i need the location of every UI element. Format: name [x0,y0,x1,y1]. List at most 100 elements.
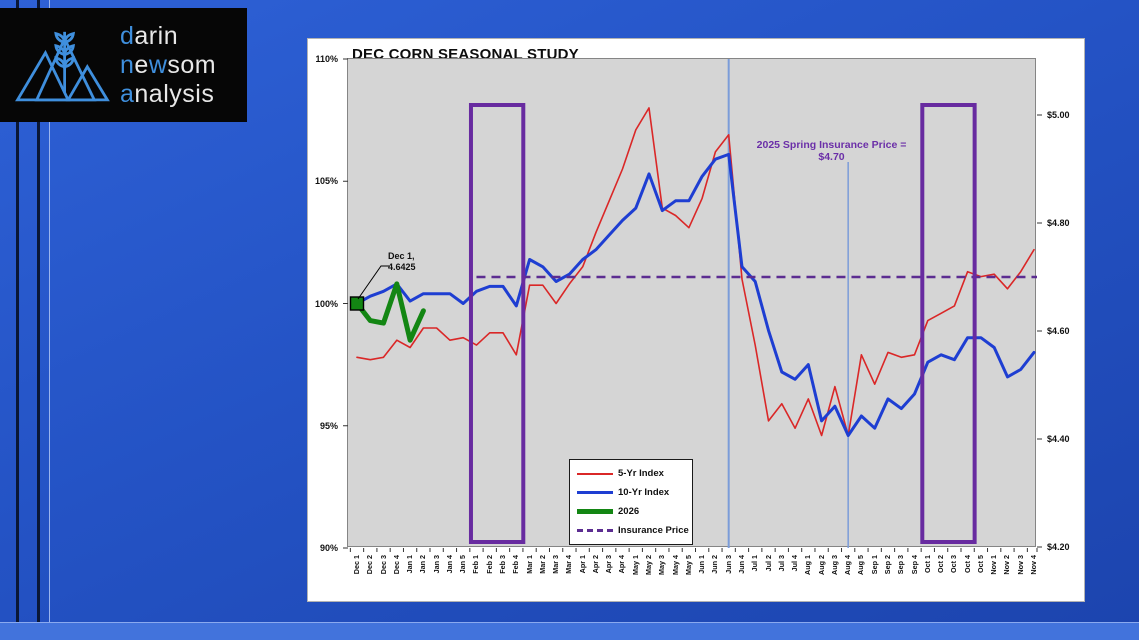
logo-text: darin newsom analysis [120,22,216,109]
x-axis-label: Jan 1 [405,555,415,574]
highlight-box-2 [920,103,977,544]
x-axis-label: Nov 3 [1015,555,1025,575]
legend-swatch [577,491,613,494]
legend-swatch [577,509,613,514]
highlight-box-1 [468,103,526,544]
x-axis-label: Apr 2 [590,555,600,574]
dec1-annotation-line2: 4.6425 [388,262,416,272]
x-axis-label: Aug 5 [856,555,866,575]
x-axis-label: May 4 [670,555,680,575]
x-axis-label: Jul 3 [776,555,786,572]
x-axis-label: Aug 2 [816,555,826,575]
chart-legend: 5-Yr Index 10-Yr Index 2026 Insurance Price [569,459,693,545]
right-axis-label: $4.40 [1047,434,1070,444]
right-axis-label: $4.80 [1047,218,1070,228]
series-line-5-yr-index [356,107,1035,437]
series-line-10-yr-index [355,152,1036,437]
x-axis-label: Jun 4 [736,555,746,574]
series-start-marker [349,296,365,311]
left-axis-label: 95% [319,420,338,431]
left-stripe-1 [16,0,19,640]
logo-text-line: analysis [120,79,215,108]
x-axis-label: Jul 1 [750,555,760,572]
x-axis-label: Dec 1 [352,555,361,575]
x-axis-label: Mar 2 [537,555,547,574]
x-axis-label: Jan 3 [431,555,441,574]
legend-item: 5-Yr Index [577,468,685,479]
x-axis-label: Sep 4 [909,555,919,575]
x-axis-label: Apr 1 [577,555,587,574]
x-axis-label: Jul 4 [790,555,800,572]
x-axis-label: Nov 4 [1029,555,1038,575]
x-axis-label: Feb 1 [471,555,481,574]
x-axis-label: Sep 2 [882,555,892,575]
x-axis-label: Jun 2 [710,555,720,574]
x-axis-label: Jun 1 [697,555,707,574]
bottom-band [0,622,1139,640]
plot-area: 2025 Spring Insurance Price = $4.70 Dec … [315,54,1070,575]
x-axis-label: Feb 3 [498,555,508,574]
x-axis-label: Mar 4 [564,555,574,574]
x-axis-label: Feb 2 [484,555,494,574]
x-axis-label: Nov 1 [989,555,999,575]
insurance-price-annotation: 2025 Spring Insurance Price = $4.70 [756,139,907,163]
x-axis-label: Apr 4 [617,555,627,574]
dec1-annotation-line1: Dec 1, [388,251,415,261]
dec1-annotation-leader [357,265,389,300]
logo-text-line: darin [120,21,179,50]
x-axis-label: Nov 2 [1002,555,1012,575]
x-axis-label: Oct 2 [936,555,946,573]
left-stripe-2 [37,0,40,640]
x-axis-label: Oct 3 [949,555,959,573]
x-axis-label: Sep 1 [869,555,879,575]
left-stripe-3 [49,0,50,640]
x-axis-label: Dec 4 [391,555,401,575]
x-axis-label: May 5 [683,555,693,575]
x-axis-label: May 2 [644,555,654,575]
x-axis-label: Jul 2 [763,555,773,572]
legend-item: 2026 [577,506,685,517]
right-axis-label: $4.60 [1047,326,1070,336]
x-axis-label: Oct 4 [962,555,972,573]
x-axis-label: Dec 2 [365,555,375,575]
x-axis-label: Jun 3 [723,555,733,574]
dec1-price-annotation: Dec 1, 4.6425 [388,251,416,273]
right-axis-label: $4.20 [1047,542,1070,552]
x-axis-label: Dec 3 [378,555,388,575]
x-axis-label: Jan 2 [418,555,428,574]
x-axis-label: Feb 4 [511,555,521,574]
x-axis-label: Apr 3 [604,555,614,574]
logo: darin newsom analysis [0,8,247,122]
logo-text-line: newsom [120,50,217,79]
x-axis-label: Sep 3 [896,555,906,575]
left-axis-label: 110% [315,54,338,64]
x-axis-label: Mar 3 [551,555,561,574]
chart-panel: DEC CORN SEASONAL STUDY 2025 Spring Insu… [307,38,1085,602]
legend-label: 5-Yr Index [618,468,664,479]
legend-item: Insurance Price [577,525,689,536]
series-line-2026 [354,281,426,343]
x-axis-label: Oct 1 [922,555,932,573]
x-axis-label: Aug 1 [803,555,813,575]
x-axis-label: Mar 1 [524,555,534,574]
left-axis-label: 100% [314,298,338,309]
right-axis-label: $5.00 [1047,110,1070,120]
x-axis-label: May 3 [657,555,667,575]
legend-item: 10-Yr Index [577,487,685,498]
x-axis-label: Aug 4 [843,555,853,575]
chart-canvas [343,58,1042,552]
x-axis-label: Jan 5 [458,555,468,574]
mountains-wheat-icon [15,31,110,102]
legend-swatch [577,472,613,475]
left-axis-label: 105% [314,176,338,187]
left-axis-label: 90% [319,543,338,553]
x-axis-label: Jan 4 [444,555,454,574]
legend-label: Insurance Price [618,525,689,536]
legend-label: 10-Yr Index [618,487,670,498]
x-axis-label: Oct 5 [975,555,985,573]
legend-label: 2026 [618,506,640,517]
x-axis-label: May 1 [630,555,640,575]
x-axis-label: Aug 3 [829,555,839,575]
legend-swatch [577,529,613,532]
